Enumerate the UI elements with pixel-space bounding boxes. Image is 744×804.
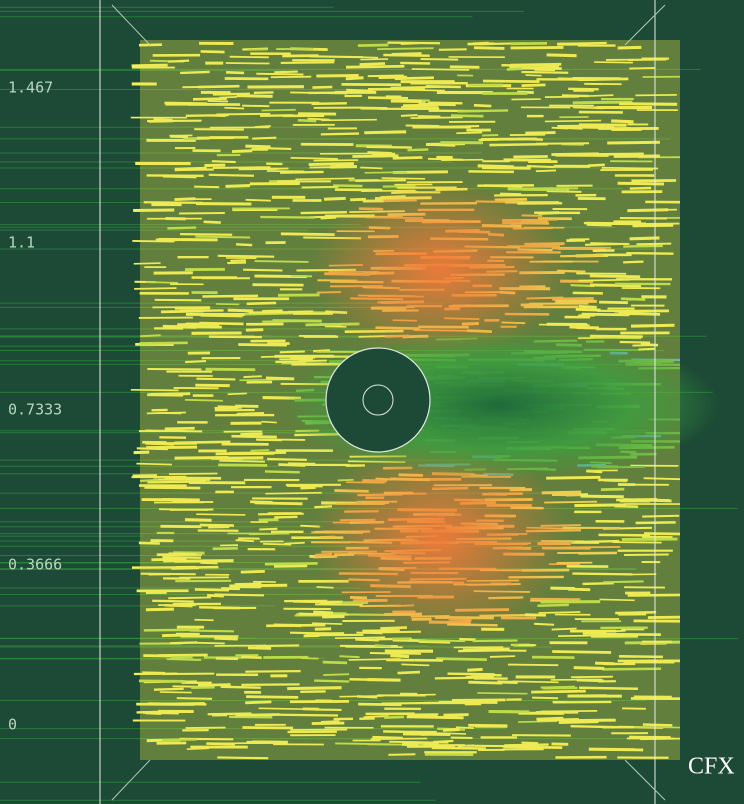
legend-label: 1.467	[8, 79, 53, 97]
legend-label: 1.1	[8, 234, 35, 252]
legend-label: 0.3666	[8, 556, 62, 574]
legend-label: 0.7333	[8, 401, 62, 419]
legend-label: 0	[8, 716, 17, 734]
cfd-view: 1.467 1.1 0.7333 0.3666 0 CFX	[0, 0, 744, 804]
page: 1.4671.10.73330.36660 CFX (() => { const…	[0, 0, 744, 804]
logo: CFX	[688, 754, 735, 780]
cylinder	[326, 348, 430, 452]
